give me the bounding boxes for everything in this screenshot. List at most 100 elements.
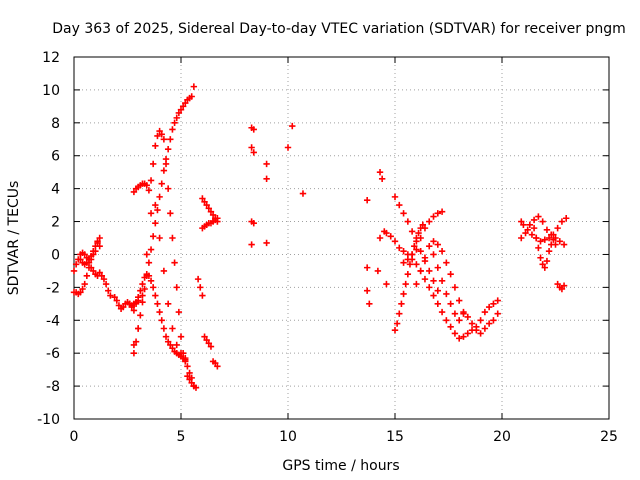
data-point — [411, 243, 418, 250]
data-point — [164, 300, 172, 308]
data-point — [167, 341, 174, 349]
data-point — [543, 257, 551, 265]
data-point — [102, 280, 110, 288]
x-tick-label: 5 — [177, 429, 186, 445]
series-sparse-e — [248, 122, 307, 248]
data-point — [430, 277, 437, 284]
data-point — [391, 326, 399, 334]
data-point — [158, 317, 165, 324]
data-point — [169, 126, 176, 133]
data-point — [477, 317, 484, 324]
data-point — [518, 218, 525, 225]
series-arc-g4 — [400, 208, 446, 266]
data-point — [413, 246, 420, 253]
data-point — [167, 210, 174, 217]
data-point — [447, 271, 454, 278]
data-point — [456, 317, 463, 324]
data-point — [207, 208, 215, 215]
data-point — [154, 206, 161, 214]
data-point — [550, 236, 557, 243]
data-point — [167, 136, 174, 143]
data-point — [376, 168, 384, 176]
series-arc-a2 — [70, 249, 114, 299]
data-point — [363, 287, 371, 294]
data-point — [130, 188, 138, 196]
data-point — [162, 333, 170, 340]
data-point — [299, 190, 307, 197]
data-point — [400, 247, 407, 255]
data-point — [376, 234, 384, 242]
data-point — [147, 210, 155, 217]
data-point — [182, 99, 189, 107]
data-point — [160, 167, 168, 174]
data-point — [438, 208, 446, 215]
data-point — [387, 233, 394, 240]
data-point — [426, 243, 433, 250]
x-tick-label: 0 — [70, 429, 79, 445]
data-point — [199, 292, 206, 299]
data-point — [396, 244, 403, 252]
series-arc-a1 — [70, 238, 103, 298]
data-point — [421, 275, 429, 283]
data-point — [107, 292, 114, 299]
y-tick-label: -8 — [46, 379, 60, 395]
data-point — [126, 300, 133, 308]
data-point — [152, 142, 159, 150]
data-point — [87, 264, 95, 271]
y-tick-label: 0 — [51, 247, 60, 263]
data-point — [485, 320, 493, 327]
data-point — [179, 103, 187, 110]
data-point — [147, 246, 155, 253]
data-point — [149, 233, 157, 240]
data-point — [169, 345, 176, 352]
data-point — [404, 256, 412, 263]
data-point — [284, 144, 292, 151]
data-point — [263, 175, 270, 182]
chart-title: Day 363 of 2025, Sidereal Day-to-day VTE… — [52, 21, 626, 37]
x-tick-label: 15 — [386, 429, 404, 445]
series-arc-h1 — [460, 310, 501, 337]
data-point — [177, 106, 185, 113]
data-point — [408, 251, 416, 258]
data-point — [135, 325, 142, 332]
data-point — [490, 317, 497, 324]
data-point — [105, 287, 112, 294]
data-point — [175, 308, 183, 316]
data-point — [132, 338, 140, 345]
axis-ticks: 0 5 10 15 20 25 -10 -8 -6 -4 -2 0 2 4 6 8 10 12 — [37, 50, 618, 445]
data-point — [143, 251, 150, 258]
data-point — [438, 277, 446, 284]
data-point — [77, 289, 84, 296]
data-point — [535, 213, 542, 220]
data-point — [530, 224, 538, 232]
data-point — [100, 275, 108, 283]
y-tick-label: -10 — [37, 412, 60, 428]
series-arc-c2 — [130, 127, 198, 390]
data-point — [417, 234, 424, 242]
data-point — [421, 224, 429, 232]
data-point — [197, 284, 204, 291]
data-point — [426, 218, 433, 225]
data-point — [426, 267, 433, 275]
data-point — [485, 303, 493, 311]
data-point — [81, 280, 88, 288]
data-point — [160, 136, 168, 143]
data-point — [173, 284, 180, 291]
data-point — [289, 122, 296, 130]
data-point — [145, 187, 153, 194]
data-point — [563, 215, 570, 222]
data-point — [393, 320, 401, 327]
data-point — [464, 330, 471, 337]
data-point — [477, 330, 484, 337]
data-point — [548, 231, 555, 238]
data-point — [473, 323, 480, 331]
data-point — [524, 226, 531, 233]
x-tick-label: 20 — [493, 429, 511, 445]
data-point — [451, 310, 459, 317]
data-point — [526, 221, 534, 229]
series-arc-i2 — [518, 213, 568, 248]
data-point — [537, 238, 544, 245]
data-point — [130, 349, 138, 357]
data-point — [528, 231, 536, 238]
data-point — [443, 317, 450, 324]
